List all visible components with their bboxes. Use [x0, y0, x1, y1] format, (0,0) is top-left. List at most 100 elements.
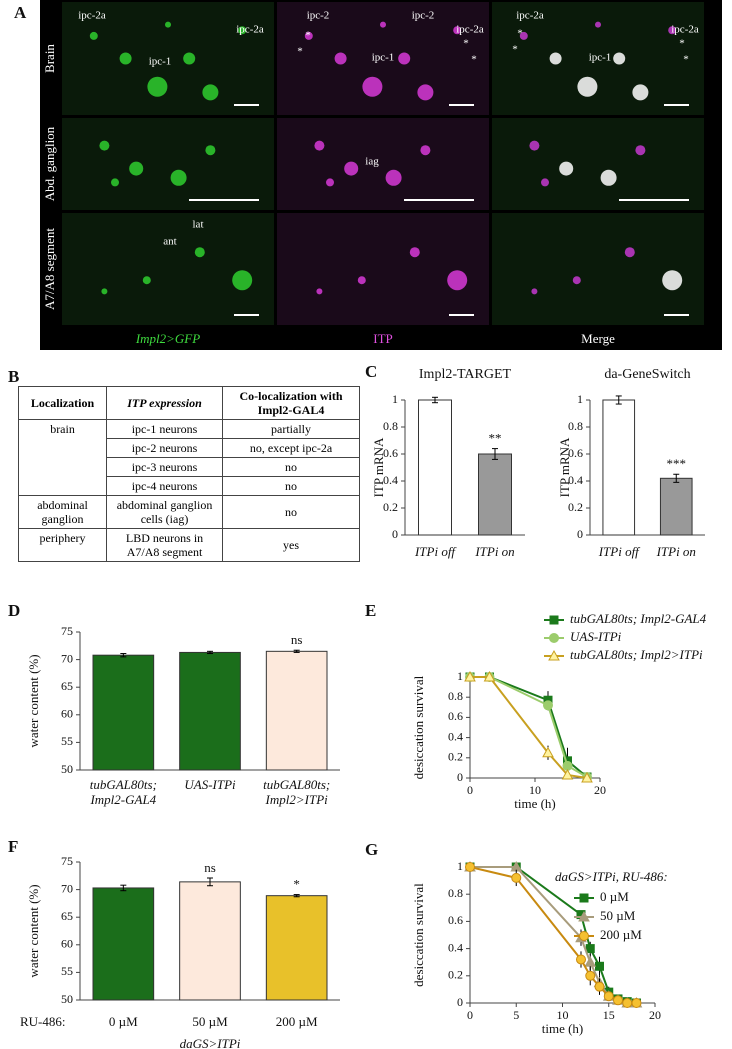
annotation: ipc-2a: [456, 24, 484, 36]
annotation: *: [297, 46, 303, 58]
legend-marker: [549, 633, 559, 643]
marker: [465, 862, 475, 872]
y-tick-label: 65: [61, 679, 73, 693]
cell-body: [600, 169, 617, 186]
table-cell: no: [222, 457, 360, 477]
y-tick-label: 0.8: [448, 689, 463, 703]
x-tick-label: 15: [603, 1008, 615, 1022]
micrograph: [277, 2, 489, 115]
micrograph: [62, 213, 274, 325]
panel-label: D: [8, 601, 20, 620]
y-tick-label: 60: [61, 937, 73, 951]
cell-body: [238, 26, 247, 35]
annotation: ipc-1: [589, 52, 612, 64]
cell-body: [202, 84, 219, 101]
cell-body: [409, 247, 420, 258]
legend-label: UAS-ITPi: [570, 629, 622, 644]
y-tick-label: 0: [392, 527, 398, 541]
marker: [543, 700, 553, 711]
cell-body: [205, 145, 216, 156]
cell-body: [453, 26, 462, 35]
localization-cell: brain: [17, 419, 108, 496]
y-tick-label: 0: [457, 995, 463, 1009]
annotation: iag: [365, 156, 379, 168]
y-tick-label: 0.6: [568, 446, 583, 460]
legend-marker: [548, 649, 560, 661]
y-tick-label: 60: [61, 707, 73, 721]
bar: [602, 399, 636, 536]
micrograph: [492, 118, 704, 210]
y-tick-label: 1: [392, 392, 398, 406]
cell-body: [170, 169, 187, 186]
significance: **: [489, 431, 502, 446]
chart-title: da-GeneSwitch: [604, 367, 690, 382]
marker: [483, 670, 496, 682]
header-cell: Co-localization with Impl2-GAL4: [222, 386, 360, 420]
x-tick-label: ITPi on: [474, 544, 514, 559]
cell-body: [304, 31, 313, 40]
significance: ns: [291, 632, 303, 647]
table-cell: ipc-2 neurons: [106, 438, 223, 458]
annotation: *: [512, 44, 518, 56]
cell-body: [559, 161, 574, 176]
y-tick-label: 50: [61, 992, 73, 1006]
panel-label: A: [14, 3, 27, 22]
y-axis-label: water content (%): [26, 654, 41, 747]
y-tick-label: 0.4: [568, 473, 583, 487]
cell-body: [316, 288, 323, 295]
cell-body: [344, 161, 359, 176]
y-tick-label: 0.8: [448, 886, 463, 900]
panel-label: F: [8, 837, 18, 856]
bar: [179, 881, 241, 1001]
x-tick-label: ITPi off: [414, 544, 457, 559]
annotation: lat: [193, 219, 204, 231]
table-cell: ipc-4 neurons: [106, 476, 223, 496]
bar: [265, 650, 328, 771]
marker: [613, 995, 623, 1006]
localization-cell: abdominal ganglion: [17, 495, 108, 529]
legend-marker: [579, 931, 589, 941]
annotation: ipc-2a: [236, 24, 264, 36]
annotation: ipc-1: [149, 56, 172, 68]
legend-label: 0 µM: [600, 889, 629, 904]
micrograph: [277, 213, 489, 325]
y-tick-label: 70: [61, 651, 73, 665]
cell-body: [89, 31, 98, 40]
x-tick-label: 10: [529, 783, 541, 797]
y-tick-label: 1: [457, 669, 463, 683]
row-label: Abd. ganglion: [42, 126, 57, 201]
x-tick-label: ITPi off: [598, 544, 641, 559]
annotation: *: [679, 38, 685, 50]
marker: [595, 961, 604, 971]
marker: [576, 954, 586, 965]
cell-body: [447, 270, 468, 291]
header-row: Localization ITP expression Co-localizat…: [17, 386, 360, 420]
cell-body: [194, 247, 205, 258]
cell-body: [662, 270, 683, 291]
y-tick-label: 55: [61, 964, 73, 978]
y-tick-label: 50: [61, 762, 73, 776]
y-axis-label: ITP mRNA: [371, 437, 386, 497]
annotation: ipc-2: [307, 10, 330, 22]
marker: [464, 670, 476, 682]
table-cell: ipc-1 neurons: [106, 419, 223, 439]
y-tick-label: 0: [577, 527, 583, 541]
y-tick-label: 0.2: [448, 750, 463, 764]
y-tick-label: 75: [61, 854, 73, 868]
x-tick-label: tubGAL80ts;: [263, 777, 330, 792]
x-axis-label: time (h): [514, 796, 556, 811]
y-axis-label: water content (%): [26, 884, 41, 977]
y-tick-label: 0.2: [568, 500, 583, 514]
chart-title: Impl2-TARGET: [419, 367, 512, 382]
cell-body: [101, 288, 108, 295]
micrograph: [492, 213, 704, 325]
bar: [418, 399, 452, 536]
bar: [265, 895, 328, 1001]
y-tick-label: 0.8: [568, 419, 583, 433]
annotation: *: [683, 54, 689, 66]
table-b: Localization ITP expression Co-localizat…: [17, 386, 360, 562]
annotation: *: [471, 54, 477, 66]
cell-body: [119, 52, 132, 65]
marker: [581, 771, 593, 783]
cell-body: [632, 84, 649, 101]
